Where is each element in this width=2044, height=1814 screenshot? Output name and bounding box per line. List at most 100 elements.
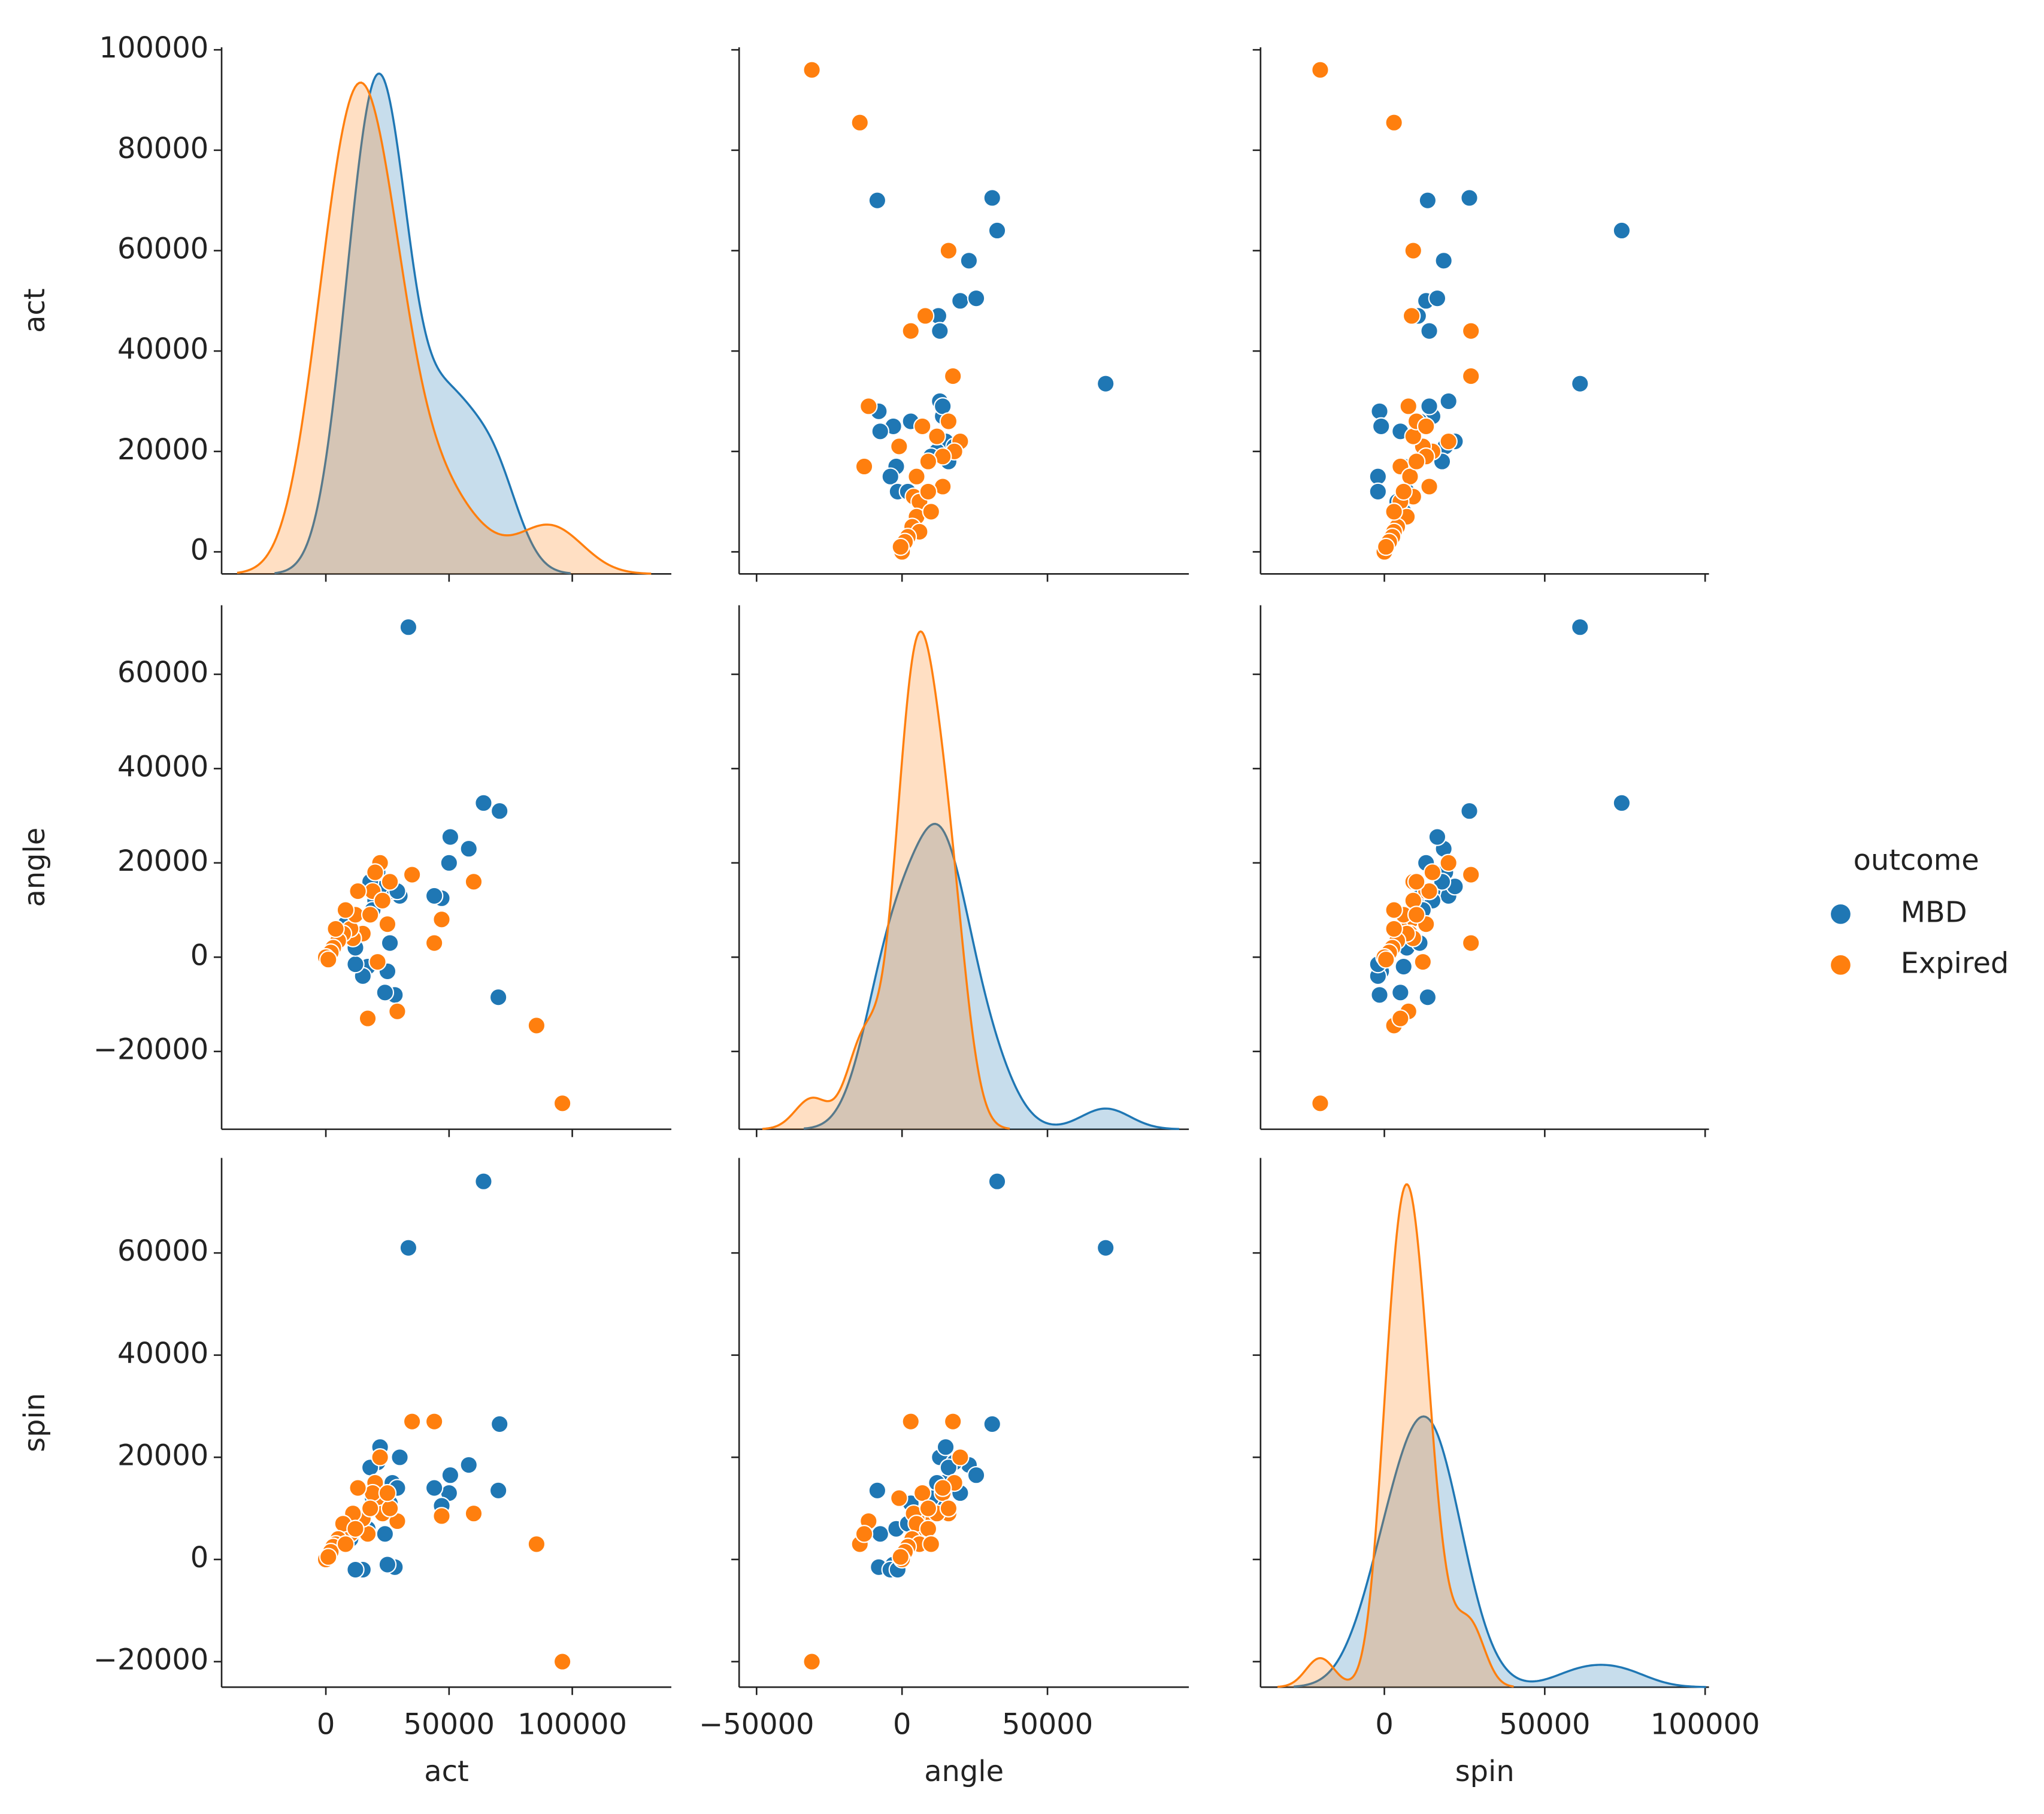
scatter-point — [1385, 901, 1403, 919]
scatter-point — [891, 1547, 910, 1566]
scatter-point — [913, 417, 932, 436]
scatter-point — [1391, 1009, 1410, 1028]
scatter-point — [441, 1465, 460, 1485]
scatter-point — [432, 1507, 451, 1525]
scatter-point — [1394, 482, 1413, 501]
scatter-point — [376, 983, 395, 1002]
scatter-point — [490, 1415, 509, 1434]
scatter-point — [967, 1465, 986, 1485]
scatter-point — [319, 1547, 338, 1566]
y-tick-label: 0 — [190, 1542, 208, 1574]
y-tick-label: 0 — [190, 939, 208, 972]
scatter-point — [1394, 957, 1413, 976]
scatter-point — [936, 1438, 955, 1456]
scatter-point — [922, 502, 940, 521]
scatter-point — [922, 1535, 940, 1553]
scatter-point — [1311, 60, 1330, 79]
scatter-point — [1428, 828, 1447, 846]
legend-marker — [1829, 903, 1852, 925]
x-tick-label: 50000 — [404, 1709, 495, 1742]
scatter-point — [855, 1525, 874, 1543]
kde-line — [803, 822, 1180, 1130]
scatter-point — [967, 289, 986, 308]
scatter-point — [553, 1652, 572, 1671]
scatter-point — [881, 467, 900, 486]
scatter-point — [919, 452, 938, 471]
scatter-point — [490, 801, 509, 820]
y-tick-label: 60000 — [117, 1235, 208, 1268]
scatter-point — [1461, 934, 1480, 952]
scatter-point — [1385, 502, 1403, 521]
kde-line — [1294, 1415, 1706, 1688]
scatter-point — [868, 1481, 887, 1500]
scatter-point — [890, 1489, 909, 1507]
kde-line — [762, 630, 1010, 1130]
scatter-point — [1571, 374, 1589, 393]
scatter-point — [907, 467, 926, 486]
scatter-point — [1377, 537, 1395, 556]
scatter-point — [527, 1535, 546, 1553]
kde-area — [804, 823, 1179, 1129]
scatter-point — [951, 1448, 970, 1467]
scatter-point — [380, 1499, 399, 1518]
scatter-point — [1434, 252, 1453, 270]
scatter-point — [939, 1499, 958, 1518]
scatter-point — [919, 482, 938, 501]
y-axis-label: act — [19, 288, 52, 332]
legend-label: MBD — [1901, 896, 1967, 929]
scatter-point — [489, 1481, 508, 1500]
y-tick-label: 100000 — [99, 32, 208, 65]
scatter-point — [399, 1238, 418, 1257]
scatter-point — [1413, 952, 1433, 971]
scatter-point — [1571, 617, 1589, 637]
scatter-point — [850, 113, 869, 132]
scatter-point — [939, 241, 958, 260]
legend-title: outcome — [1854, 844, 1979, 877]
scatter-point — [959, 252, 979, 270]
y-tick-label: 40000 — [117, 333, 208, 366]
scatter-point — [1612, 794, 1631, 813]
scatter-point — [371, 1448, 389, 1467]
scatter-point — [1311, 1094, 1330, 1113]
scatter-point — [346, 955, 365, 974]
y-tick-label: 60000 — [117, 233, 208, 266]
scatter-point — [474, 1172, 493, 1191]
scatter-point — [1460, 189, 1479, 207]
scatter-point — [1385, 919, 1403, 938]
scatter-point — [1096, 1238, 1115, 1257]
scatter-point — [378, 1555, 397, 1574]
y-tick-label: 20000 — [117, 1439, 208, 1472]
x-axis-label: act — [424, 1755, 468, 1788]
kde-area — [237, 82, 652, 574]
scatter-point — [1420, 882, 1439, 901]
scatter-point — [1371, 417, 1391, 436]
scatter-point — [346, 1560, 365, 1579]
kde-line — [274, 72, 571, 574]
y-axis-label: spin — [19, 1393, 52, 1452]
scatter-point — [928, 427, 946, 446]
kde-area — [1277, 1184, 1514, 1688]
scatter-point — [1461, 322, 1480, 340]
x-tick-label: 50000 — [1002, 1709, 1093, 1742]
y-tick-label: −20000 — [93, 1034, 208, 1067]
scatter-point — [1460, 801, 1479, 820]
kde-area — [1294, 1416, 1706, 1688]
scatter-point — [1420, 397, 1439, 416]
scatter-point — [1423, 863, 1442, 882]
scatter-point — [891, 537, 910, 556]
scatter-point — [1418, 988, 1437, 1007]
kde-area — [762, 631, 1010, 1129]
scatter-point — [933, 1479, 952, 1497]
scatter-point — [901, 1412, 920, 1431]
scatter-point — [803, 60, 821, 79]
scatter-point — [373, 891, 392, 910]
scatter-point — [1416, 417, 1436, 436]
scatter-point — [361, 906, 380, 924]
scatter-point — [527, 1016, 546, 1035]
scatter-point — [1407, 906, 1426, 924]
scatter-point — [1096, 374, 1115, 393]
scatter-point — [868, 191, 887, 210]
scatter-point — [983, 189, 1001, 207]
y-tick-label: 60000 — [117, 656, 208, 689]
x-axis-label: spin — [1455, 1755, 1515, 1788]
